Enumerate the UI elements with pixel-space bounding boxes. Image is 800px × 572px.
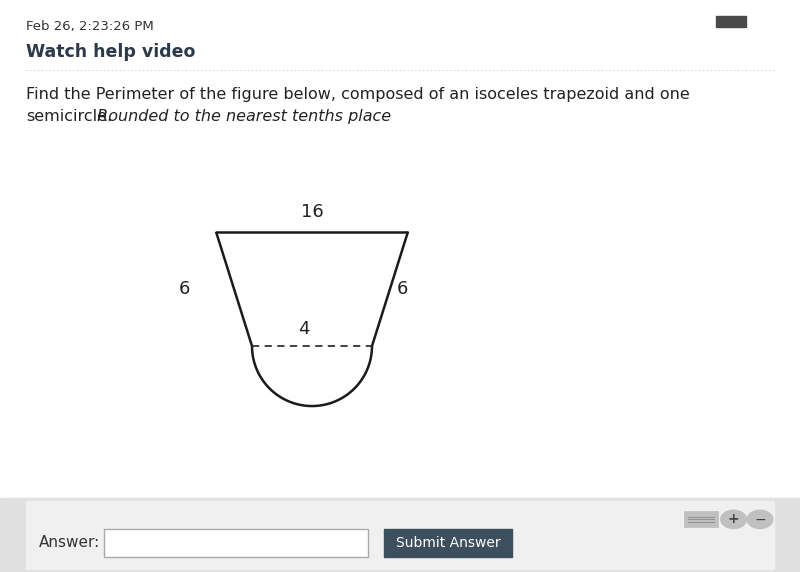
Bar (716, 16, 746, 27)
Bar (0, 498, 800, 572)
Circle shape (747, 510, 773, 529)
Text: 4: 4 (298, 320, 310, 338)
Text: Feb 26, 2:23:26 PM: Feb 26, 2:23:26 PM (26, 20, 154, 33)
Text: +: + (728, 513, 739, 526)
Bar (384, 529, 512, 557)
Text: Answer:: Answer: (38, 535, 100, 550)
Text: 6: 6 (397, 280, 408, 298)
Text: Rounded to the nearest tenths place: Rounded to the nearest tenths place (92, 109, 391, 124)
Text: 16: 16 (301, 204, 323, 221)
Text: Find the Perimeter of the figure below, composed of an isoceles trapezoid and on: Find the Perimeter of the figure below, … (26, 87, 690, 102)
Text: semicircle.: semicircle. (26, 109, 113, 124)
Text: −: − (754, 513, 766, 526)
Bar (26, 500, 774, 569)
Circle shape (721, 510, 746, 529)
Bar (684, 511, 718, 527)
Bar (104, 529, 368, 557)
Text: Submit Answer: Submit Answer (396, 536, 500, 550)
Text: 6: 6 (178, 280, 190, 298)
Text: Watch help video: Watch help video (26, 43, 196, 61)
